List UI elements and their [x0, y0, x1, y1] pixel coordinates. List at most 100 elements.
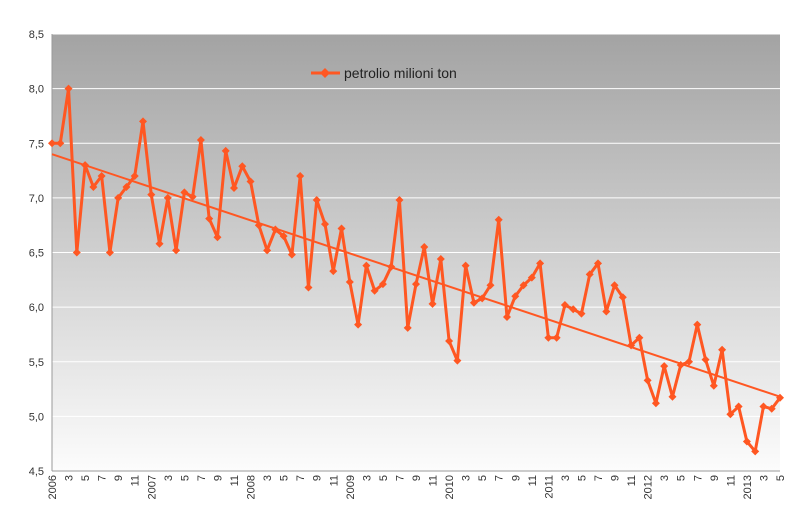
data-point	[304, 283, 313, 292]
data-point	[329, 267, 338, 276]
data-point	[643, 376, 652, 385]
x-tick-label: 11	[428, 475, 440, 486]
y-axis: 8,5 8,0 7,5 7,0 6,5 6,0 5,5 5,0 4,5	[29, 29, 53, 478]
x-tick-label: 2007	[146, 475, 158, 499]
y-tick-label: 7,0	[29, 193, 44, 205]
data-point	[205, 214, 214, 223]
x-tick-label: 3	[461, 475, 473, 481]
x-tick-label: 2010	[444, 475, 456, 499]
x-tick-label: 5	[179, 475, 191, 481]
data-point	[478, 294, 487, 303]
data-point	[742, 437, 751, 446]
data-point	[337, 224, 346, 233]
x-tick-label: 5	[378, 475, 390, 481]
data-point	[163, 193, 172, 202]
data-point	[627, 341, 636, 350]
y-tick-label: 6,5	[29, 248, 44, 260]
x-tick-label: 3	[163, 475, 175, 481]
x-tick-label: 2012	[643, 475, 655, 499]
x-tick-label: 5	[477, 475, 489, 481]
data-point	[511, 292, 520, 301]
data-point	[776, 393, 784, 402]
legend-label: petrolio milioni ton	[344, 65, 457, 81]
data-point	[254, 221, 263, 230]
data-point	[701, 355, 710, 364]
x-tick-label: 11	[229, 475, 241, 486]
x-tick-label: 9	[610, 475, 622, 481]
data-point	[536, 259, 545, 268]
data-point	[147, 190, 156, 199]
data-point	[445, 336, 454, 345]
data-point	[312, 196, 321, 205]
x-tick-label: 3	[659, 475, 671, 481]
x-tick-label: 3	[758, 475, 770, 481]
data-point	[734, 402, 743, 411]
data-point	[519, 281, 528, 290]
data-point	[271, 225, 280, 234]
data-point	[685, 357, 693, 366]
x-tick-label: 9	[312, 475, 324, 481]
data-point	[569, 305, 578, 314]
series-markers	[48, 84, 784, 456]
x-tick-label: 9	[510, 475, 522, 481]
data-point	[544, 333, 553, 342]
data-point	[494, 215, 503, 224]
data-point	[461, 261, 470, 270]
data-point	[263, 246, 272, 255]
x-tick-label: 9	[212, 475, 224, 481]
x-tick-label: 9	[411, 475, 423, 481]
data-point	[751, 447, 760, 456]
x-axis: 2006 3 5 7 9 11 2007 3 5 7 9 11 2008 3 5 7 9 11 2009 3 5 7 9 11…	[47, 470, 787, 499]
y-tick-label: 5,5	[29, 357, 44, 369]
data-point	[279, 232, 288, 241]
data-point	[635, 333, 644, 342]
data-point	[668, 392, 677, 401]
data-point	[188, 192, 197, 201]
data-point	[172, 246, 181, 255]
data-point	[436, 255, 445, 264]
data-point	[221, 146, 230, 155]
data-point	[726, 410, 735, 419]
data-point	[503, 312, 511, 321]
x-tick-label: 3	[262, 475, 274, 481]
x-tick-label: 9	[709, 475, 721, 481]
y-tick-label: 7,5	[29, 138, 44, 150]
data-point	[486, 281, 495, 290]
data-point	[610, 281, 619, 290]
data-point	[618, 293, 627, 302]
data-point	[81, 161, 90, 170]
data-point	[370, 286, 379, 295]
data-point	[362, 261, 371, 270]
data-point	[114, 193, 123, 202]
data-point	[387, 262, 396, 271]
data-point	[395, 196, 404, 205]
data-point	[403, 323, 412, 332]
trendline	[51, 153, 781, 398]
x-tick-label: 2013	[742, 475, 754, 499]
legend-marker-swatch	[320, 68, 330, 78]
data-point	[56, 139, 65, 148]
x-tick-label: 7	[692, 475, 704, 481]
data-point	[246, 177, 255, 186]
y-tick-label: 5,0	[29, 411, 44, 423]
data-point	[602, 307, 611, 316]
x-tick-label: 2006	[47, 475, 59, 499]
data-point	[660, 362, 669, 371]
data-point	[453, 356, 462, 365]
data-point	[767, 404, 776, 413]
y-tick-label: 8,5	[29, 29, 44, 41]
data-point	[676, 361, 685, 370]
x-tick-label: 3	[64, 475, 76, 481]
data-point	[428, 299, 437, 308]
data-point	[155, 239, 164, 248]
data-point	[651, 399, 660, 408]
data-point	[552, 333, 561, 342]
data-point	[48, 139, 56, 148]
x-tick-label: 3	[560, 475, 572, 481]
data-point	[105, 248, 114, 257]
data-point	[594, 259, 602, 268]
x-tick-label: 7	[196, 475, 208, 481]
data-point	[72, 248, 81, 257]
x-tick-label: 11	[328, 475, 340, 486]
data-point	[238, 162, 247, 171]
